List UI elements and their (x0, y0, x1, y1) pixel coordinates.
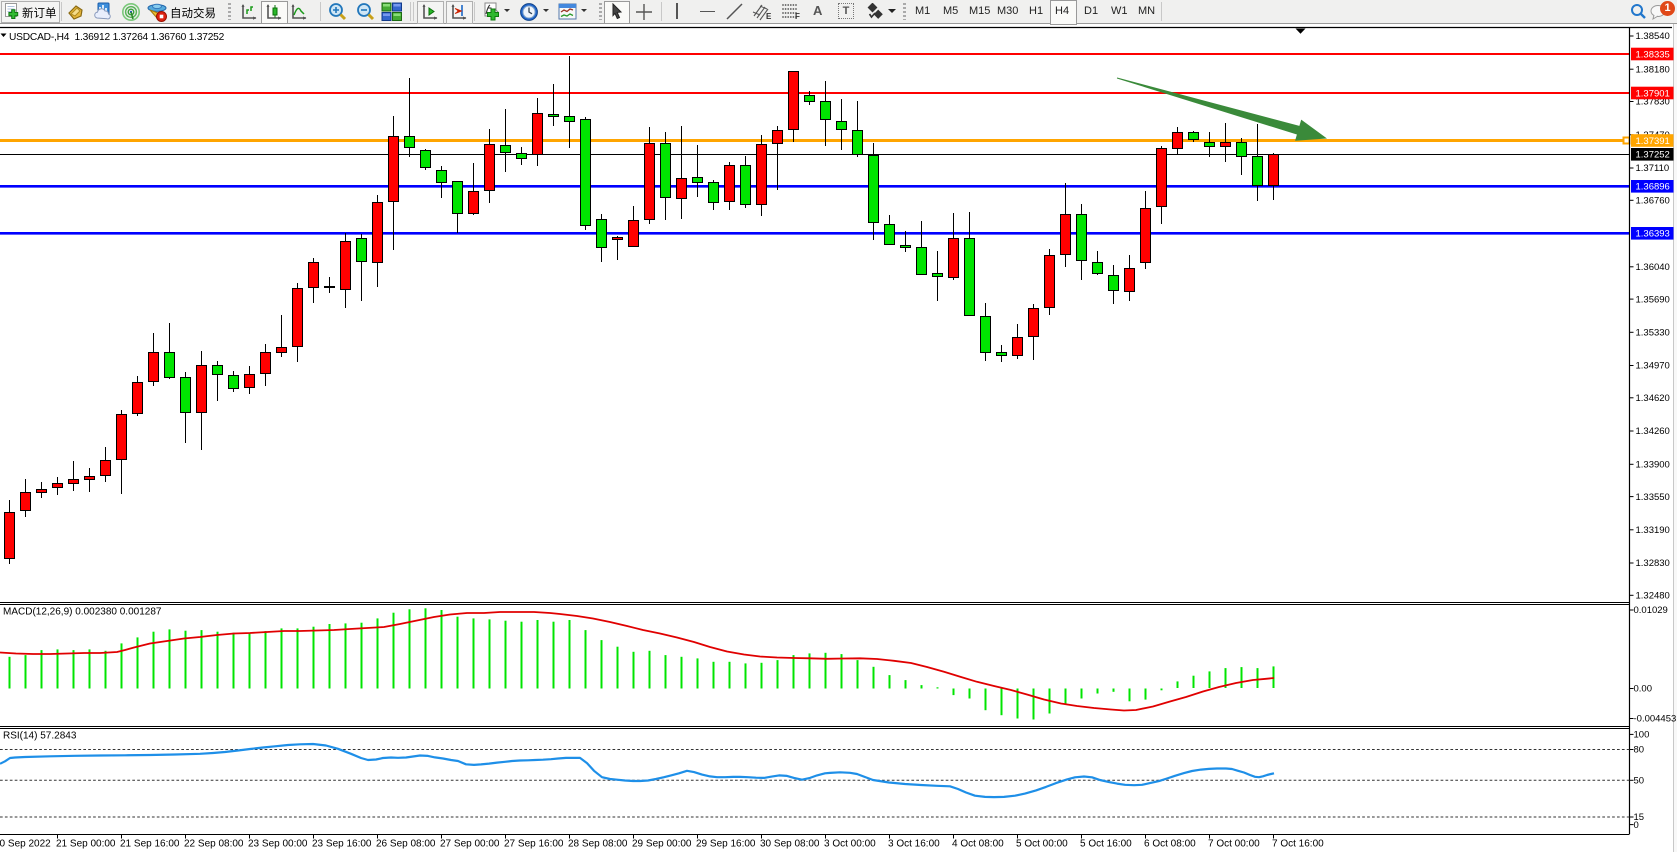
svg-text:1.38335: 1.38335 (1636, 49, 1670, 60)
svg-text:30 Sep 08:00: 30 Sep 08:00 (760, 839, 820, 850)
svg-text:1.33900: 1.33900 (1636, 460, 1670, 471)
svg-text:0: 0 (1634, 820, 1639, 831)
svg-text:26 Sep 08:00: 26 Sep 08:00 (376, 839, 436, 850)
svg-text:3 Oct 00:00: 3 Oct 00:00 (824, 839, 876, 850)
svg-text:1.37110: 1.37110 (1636, 163, 1670, 174)
svg-text:MACD(12,26,9) 0.002380 0.00128: MACD(12,26,9) 0.002380 0.001287 (3, 607, 162, 618)
svg-text:1.33190: 1.33190 (1636, 525, 1670, 536)
svg-text:6 Oct 08:00: 6 Oct 08:00 (1144, 839, 1196, 850)
svg-text:1.37901: 1.37901 (1636, 88, 1670, 99)
svg-text:1.35690: 1.35690 (1636, 294, 1670, 305)
svg-text:0.01029: 0.01029 (1634, 605, 1668, 616)
svg-text:20 Sep 2022: 20 Sep 2022 (0, 839, 51, 850)
svg-text:1.37830: 1.37830 (1636, 97, 1670, 108)
svg-text:1.34260: 1.34260 (1636, 426, 1670, 437)
svg-text:0.00: 0.00 (1634, 684, 1653, 695)
svg-text:22 Sep 08:00: 22 Sep 08:00 (184, 839, 244, 850)
svg-text:1.32830: 1.32830 (1636, 558, 1670, 569)
svg-text:USDCAD-,H4 1.36912 1.37264 1.: USDCAD-,H4 1.36912 1.37264 1.36760 1.372… (9, 32, 225, 43)
svg-text:1.37252: 1.37252 (1636, 150, 1670, 161)
svg-text:7 Oct 16:00: 7 Oct 16:00 (1272, 839, 1324, 850)
svg-text:28 Sep 08:00: 28 Sep 08:00 (568, 839, 628, 850)
svg-text:27 Sep 00:00: 27 Sep 00:00 (440, 839, 500, 850)
svg-text:29 Sep 16:00: 29 Sep 16:00 (696, 839, 756, 850)
svg-text:4 Oct 08:00: 4 Oct 08:00 (952, 839, 1004, 850)
svg-text:21 Sep 00:00: 21 Sep 00:00 (56, 839, 116, 850)
svg-text:1.34620: 1.34620 (1636, 393, 1670, 404)
svg-text:1.36393: 1.36393 (1636, 229, 1670, 240)
svg-text:1.36040: 1.36040 (1636, 262, 1670, 273)
svg-text:1.33550: 1.33550 (1636, 492, 1670, 503)
svg-text:29 Sep 00:00: 29 Sep 00:00 (632, 839, 692, 850)
svg-text:50: 50 (1634, 776, 1645, 787)
svg-text:27 Sep 16:00: 27 Sep 16:00 (504, 839, 564, 850)
svg-text:1.37391: 1.37391 (1636, 136, 1670, 147)
svg-text:1.36760: 1.36760 (1636, 196, 1670, 207)
svg-text:23 Sep 16:00: 23 Sep 16:00 (312, 839, 372, 850)
svg-text:80: 80 (1634, 745, 1645, 756)
svg-text:5 Oct 00:00: 5 Oct 00:00 (1016, 839, 1068, 850)
svg-text:1.34970: 1.34970 (1636, 361, 1670, 372)
svg-text:1.38180: 1.38180 (1636, 64, 1670, 75)
svg-text:100: 100 (1634, 730, 1650, 741)
svg-text:-0.004453: -0.004453 (1634, 714, 1677, 725)
svg-text:1.36896: 1.36896 (1636, 182, 1670, 193)
svg-text:1.35330: 1.35330 (1636, 328, 1670, 339)
svg-text:1.32480: 1.32480 (1636, 591, 1670, 602)
svg-text:RSI(14) 57.2843: RSI(14) 57.2843 (3, 731, 77, 742)
svg-text:1.38540: 1.38540 (1636, 31, 1670, 42)
svg-text:5 Oct 16:00: 5 Oct 16:00 (1080, 839, 1132, 850)
svg-text:23 Sep 00:00: 23 Sep 00:00 (248, 839, 308, 850)
svg-text:21 Sep 16:00: 21 Sep 16:00 (120, 839, 180, 850)
svg-text:3 Oct 16:00: 3 Oct 16:00 (888, 839, 940, 850)
svg-text:15: 15 (1634, 812, 1645, 823)
svg-text:7 Oct 00:00: 7 Oct 00:00 (1208, 839, 1260, 850)
